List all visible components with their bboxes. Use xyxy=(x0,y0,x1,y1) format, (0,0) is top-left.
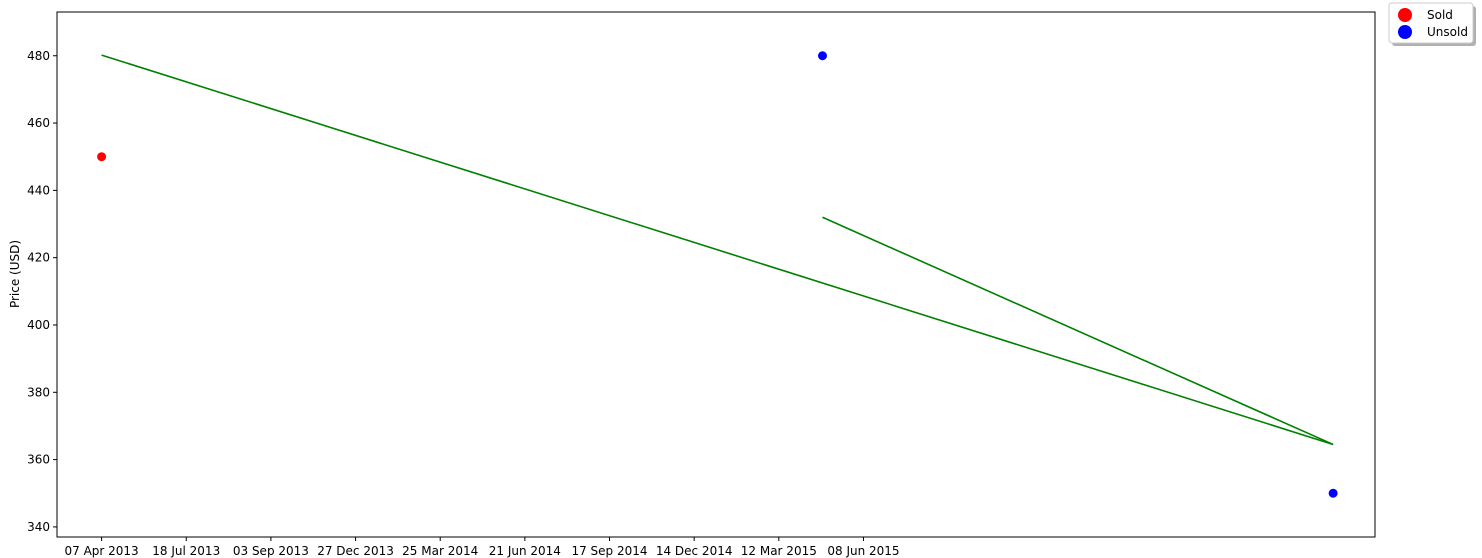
legend-label: Sold xyxy=(1427,8,1453,22)
y-tick-label: 380 xyxy=(27,385,50,399)
unsold-point xyxy=(817,51,827,61)
y-tick-label: 360 xyxy=(27,453,50,467)
y-tick-label: 340 xyxy=(27,520,50,534)
x-tick-label: 03 Sep 2013 xyxy=(233,544,309,558)
x-tick-label: 17 Sep 2014 xyxy=(571,544,647,558)
data-points xyxy=(97,51,1338,498)
trend-line xyxy=(101,54,1334,446)
y-axis-label: Price (USD) xyxy=(8,240,22,308)
y-tick-label: 460 xyxy=(27,116,50,130)
x-tick-label: 18 Jul 2013 xyxy=(152,544,220,558)
x-tick-label: 27 Dec 2013 xyxy=(317,544,394,558)
x-tick-label: 14 Dec 2014 xyxy=(656,544,733,558)
trend-lines xyxy=(101,54,1334,446)
y-tick-label: 480 xyxy=(27,49,50,63)
x-tick-label: 21 Jun 2014 xyxy=(489,544,561,558)
legend: Sold Unsold xyxy=(1388,2,1476,46)
y-tick-label: 440 xyxy=(27,183,50,197)
legend-marker xyxy=(1398,8,1412,22)
plot-area xyxy=(56,11,1376,538)
y-tick-label: 400 xyxy=(27,318,50,332)
x-tick-label: 08 Jun 2015 xyxy=(827,544,899,558)
x-tick-label: 12 Mar 2015 xyxy=(741,544,817,558)
x-tick-label: 25 Mar 2014 xyxy=(402,544,478,558)
trend-line xyxy=(822,216,1334,446)
x-tick-label: 07 Apr 2013 xyxy=(64,544,138,558)
y-axis-ticks: 340 360 380 400 420 440 460 480 xyxy=(27,49,57,534)
legend-label: Unsold xyxy=(1427,25,1468,39)
x-axis-ticks: 07 Apr 2013 18 Jul 2013 03 Sep 2013 27 Dec … xyxy=(64,537,900,558)
y-tick-label: 420 xyxy=(27,251,50,265)
sold-point xyxy=(97,152,107,162)
unsold-point xyxy=(1328,488,1338,498)
legend-marker xyxy=(1398,25,1412,39)
